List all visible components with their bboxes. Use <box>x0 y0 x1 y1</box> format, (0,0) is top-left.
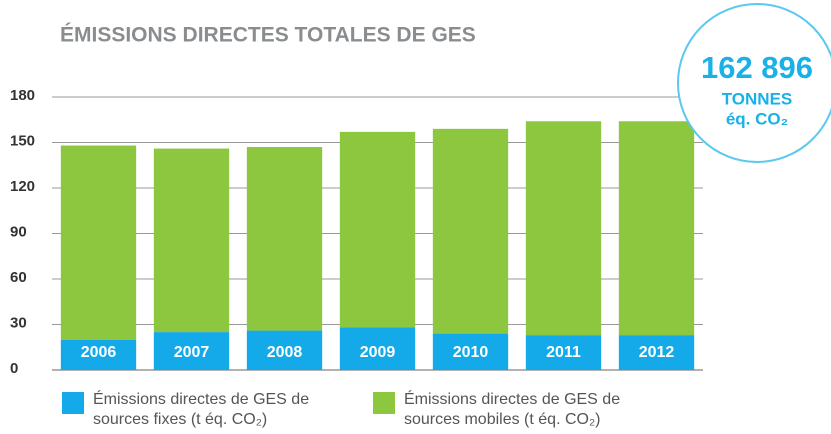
y-tick-label: 60 <box>10 269 27 286</box>
legend-swatch <box>373 392 395 414</box>
legend-swatch <box>62 392 84 414</box>
x-tick-label: 2007 <box>174 344 210 361</box>
legend-label: Émissions directes de GES de sources fix… <box>93 391 310 428</box>
bar-segment <box>153 332 230 370</box>
bar-segment <box>60 339 137 370</box>
y-tick-label: 90 <box>10 223 27 240</box>
bar-segment <box>339 327 416 370</box>
x-tick-label: 2011 <box>546 344 581 361</box>
y-tick-label: 150 <box>10 132 35 149</box>
callout-sub: éq. CO₂ <box>726 109 788 128</box>
bar-segment <box>432 333 509 370</box>
x-tick-label: 2009 <box>360 344 396 361</box>
bar-segment <box>432 128 509 334</box>
y-tick-label: 180 <box>10 87 35 104</box>
bar-segment <box>246 330 323 370</box>
y-tick-label: 120 <box>10 178 35 195</box>
bar-segment <box>525 121 602 336</box>
x-tick-label: 2006 <box>81 344 117 361</box>
y-tick-label: 0 <box>10 360 18 377</box>
bar-segment <box>618 335 695 370</box>
bar-segment <box>525 335 602 370</box>
bar-segment <box>60 145 137 340</box>
legend-label: Émissions directes de GES de sources mob… <box>404 391 621 428</box>
x-tick-label: 2010 <box>453 344 489 361</box>
bar-segment <box>153 148 230 333</box>
bar-segment <box>339 131 416 328</box>
x-tick-label: 2012 <box>639 344 675 361</box>
callout-unit: TONNES <box>722 89 793 108</box>
bar-segment <box>618 121 695 336</box>
y-tick-label: 30 <box>10 314 27 331</box>
callout-circle <box>677 3 831 163</box>
x-tick-label: 2008 <box>267 344 303 361</box>
bar-segment <box>246 147 323 331</box>
callout-value: 162 896 <box>701 50 813 85</box>
chart-title: ÉMISSIONS DIRECTES TOTALES DE GES <box>60 24 476 47</box>
